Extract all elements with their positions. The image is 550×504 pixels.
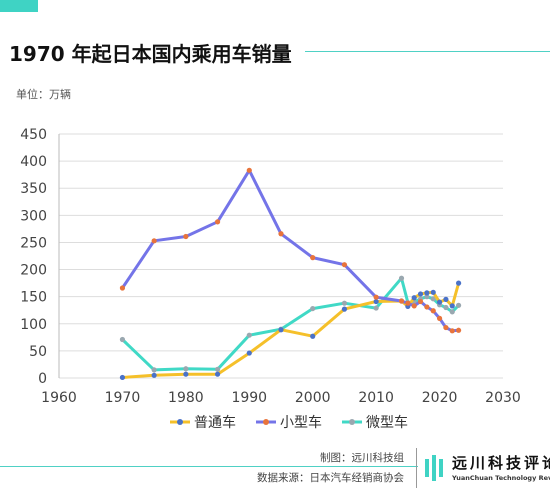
data-point: [214, 371, 221, 377]
legend-marker: [177, 419, 183, 425]
legend: 普通车 小型车 微型车: [170, 414, 408, 431]
y-tick-label: 50: [29, 344, 47, 360]
data-point: [373, 294, 379, 300]
data-point: [436, 299, 443, 305]
data-point: [151, 238, 157, 244]
series-lines: [119, 167, 462, 381]
x-tick-label: 1960: [41, 390, 77, 406]
data-point: [411, 303, 417, 309]
chart-title: 1970 年起日本国内乘用车销量: [9, 42, 292, 66]
x-axis-labels: 1960 1970 1980 1990 2000 2010 2020 2030: [41, 390, 521, 406]
data-point: [278, 327, 284, 333]
data-point: [310, 333, 316, 339]
data-point: [151, 367, 157, 373]
data-point: [183, 366, 189, 372]
x-tick-label: 2030: [485, 390, 521, 406]
x-tick-label: 1980: [168, 390, 204, 406]
unit-label: 单位：万辆: [16, 88, 71, 101]
data-point: [183, 371, 189, 377]
y-tick-label: 300: [20, 208, 47, 224]
data-point: [443, 324, 449, 331]
line-chart: 0 50 100 150 200 250 300 350 400 450 1960 1970 1980…: [20, 127, 521, 431]
data-point: [341, 306, 348, 312]
data-point: [417, 291, 424, 297]
data-point: [430, 289, 436, 295]
x-tick-label: 1970: [105, 390, 141, 406]
data-point: [214, 366, 221, 372]
data-point: [398, 275, 405, 281]
y-tick-label: 250: [20, 235, 47, 251]
data-point: [449, 328, 455, 334]
data-point: [278, 231, 284, 237]
data-point: [246, 350, 252, 356]
y-tick-label: 450: [20, 127, 47, 143]
y-tick-label: 0: [38, 371, 47, 387]
data-point: [151, 372, 157, 378]
y-tick-label: 350: [20, 181, 47, 197]
brand-logo-icon: [425, 455, 443, 481]
data-point: [119, 374, 126, 381]
data-point: [430, 308, 436, 314]
data-point: [119, 336, 126, 343]
x-tick-label: 1990: [231, 390, 267, 406]
data-point: [449, 303, 455, 309]
accent-bar: [0, 0, 38, 12]
y-tick-label: 200: [20, 263, 47, 279]
data-point: [417, 298, 424, 305]
series-line: [120, 281, 461, 379]
legend-marker: [263, 419, 269, 425]
data-point: [456, 280, 462, 286]
brand-subtitle: YuanChuan Technology Review: [452, 474, 550, 482]
data-point: [405, 300, 411, 306]
x-tick-label: 2000: [295, 390, 331, 406]
legend-label: 小型车: [280, 414, 322, 431]
data-point: [424, 290, 430, 296]
data-point: [373, 298, 379, 305]
data-point: [443, 304, 449, 311]
data-point: [411, 295, 417, 301]
data-point: [436, 315, 443, 321]
source-credit: 数据来源：日本汽车经销商协会: [257, 472, 404, 484]
data-point: [214, 219, 221, 225]
data-point: [246, 332, 252, 338]
y-tick-label: 100: [20, 317, 47, 333]
legend-label: 普通车: [194, 414, 236, 431]
maker-credit: 制图：远川科技组: [320, 452, 404, 464]
footer-divider: [0, 466, 418, 467]
data-point: [424, 294, 430, 300]
data-point: [119, 285, 126, 291]
data-point: [443, 296, 449, 302]
data-point: [456, 302, 462, 308]
logo-divider: [416, 448, 417, 488]
data-point: [398, 298, 405, 304]
legend-label: 微型车: [366, 414, 408, 431]
data-point: [310, 305, 316, 312]
data-point: [449, 309, 455, 315]
y-axis-labels: 0 50 100 150 200 250 300 350 400 450: [20, 127, 47, 387]
title-divider: [305, 51, 550, 52]
y-tick-label: 150: [20, 290, 47, 306]
legend-marker: [349, 419, 355, 425]
brand-name: 远川科技评论: [452, 454, 550, 472]
data-point: [341, 262, 348, 268]
data-point: [456, 327, 462, 333]
data-point: [183, 233, 189, 240]
data-point: [373, 305, 379, 311]
x-tick-label: 2020: [422, 390, 458, 406]
data-point: [341, 300, 348, 306]
y-tick-label: 400: [20, 154, 47, 170]
x-tick-label: 2010: [358, 390, 394, 406]
data-point: [310, 255, 316, 261]
data-point: [424, 304, 430, 310]
data-point: [246, 167, 252, 173]
data-point: [430, 296, 436, 302]
